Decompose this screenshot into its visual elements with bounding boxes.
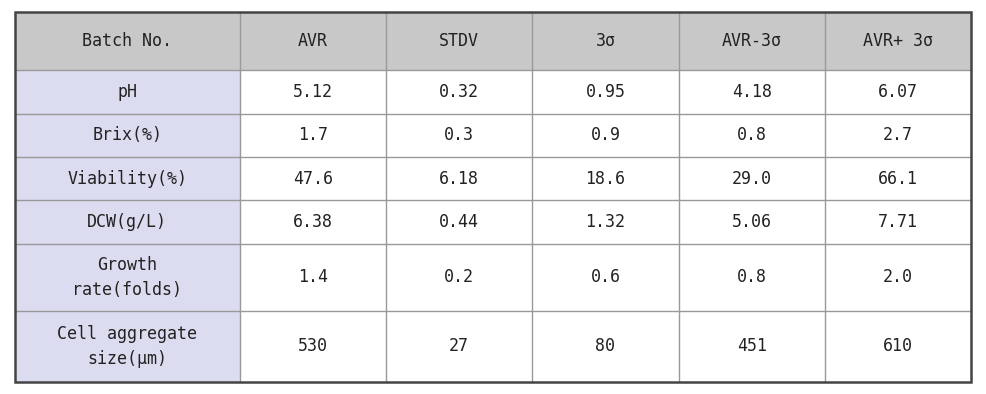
Bar	[532, 243, 678, 311]
Bar	[678, 12, 825, 70]
Text: 451: 451	[737, 337, 767, 355]
Text: 1.7: 1.7	[298, 126, 327, 144]
Text: 0.32: 0.32	[439, 83, 479, 101]
Text: 530: 530	[298, 337, 327, 355]
Text: 4.18: 4.18	[732, 83, 772, 101]
Bar	[532, 70, 678, 113]
Text: 5.12: 5.12	[293, 83, 332, 101]
Bar	[678, 200, 825, 243]
Bar	[825, 157, 971, 200]
Text: 7.71: 7.71	[879, 213, 918, 231]
Text: Cell aggregate
size(μm): Cell aggregate size(μm)	[57, 325, 197, 368]
Bar	[386, 200, 532, 243]
Bar	[532, 157, 678, 200]
Text: 0.9: 0.9	[591, 126, 620, 144]
Text: 80: 80	[596, 337, 615, 355]
Text: 1.32: 1.32	[586, 213, 625, 231]
Bar	[386, 70, 532, 113]
Text: 0.8: 0.8	[737, 126, 767, 144]
Text: Brix(%): Brix(%)	[92, 126, 162, 144]
Bar	[240, 113, 386, 157]
Text: 1.4: 1.4	[298, 268, 327, 286]
Bar	[825, 311, 971, 382]
Text: 18.6: 18.6	[586, 169, 625, 188]
Text: STDV: STDV	[439, 32, 479, 50]
Text: 0.44: 0.44	[439, 213, 479, 231]
Bar	[240, 200, 386, 243]
Text: 47.6: 47.6	[293, 169, 332, 188]
Text: pH: pH	[117, 83, 137, 101]
Text: 66.1: 66.1	[879, 169, 918, 188]
Text: 6.18: 6.18	[439, 169, 479, 188]
Text: 3σ: 3σ	[596, 32, 615, 50]
Bar	[678, 113, 825, 157]
Bar	[532, 311, 678, 382]
Bar	[825, 243, 971, 311]
Bar	[532, 113, 678, 157]
Bar	[15, 243, 240, 311]
Bar	[240, 157, 386, 200]
Bar	[386, 311, 532, 382]
Bar	[15, 113, 240, 157]
Bar	[825, 70, 971, 113]
Bar	[15, 311, 240, 382]
Text: DCW(g/L): DCW(g/L)	[87, 213, 168, 231]
Text: AVR: AVR	[298, 32, 327, 50]
Text: 2.7: 2.7	[883, 126, 913, 144]
Text: Growth
rate(folds): Growth rate(folds)	[72, 256, 182, 299]
Bar	[825, 12, 971, 70]
Text: 6.38: 6.38	[293, 213, 332, 231]
Bar	[386, 243, 532, 311]
Text: Batch No.: Batch No.	[82, 32, 173, 50]
Bar	[240, 243, 386, 311]
Bar	[240, 70, 386, 113]
Text: 29.0: 29.0	[732, 169, 772, 188]
Bar	[532, 200, 678, 243]
Text: Viability(%): Viability(%)	[67, 169, 187, 188]
Bar	[678, 243, 825, 311]
Bar	[240, 12, 386, 70]
Bar	[678, 70, 825, 113]
Text: 27: 27	[449, 337, 469, 355]
Bar	[15, 157, 240, 200]
Text: 0.3: 0.3	[444, 126, 474, 144]
Text: 0.8: 0.8	[737, 268, 767, 286]
Bar	[825, 113, 971, 157]
Text: 0.2: 0.2	[444, 268, 474, 286]
Bar	[15, 200, 240, 243]
Text: 5.06: 5.06	[732, 213, 772, 231]
Bar	[15, 70, 240, 113]
Text: AVR-3σ: AVR-3σ	[722, 32, 782, 50]
Text: 6.07: 6.07	[879, 83, 918, 101]
Bar	[386, 12, 532, 70]
Bar	[532, 12, 678, 70]
Bar	[678, 311, 825, 382]
Text: 2.0: 2.0	[883, 268, 913, 286]
Text: 0.6: 0.6	[591, 268, 620, 286]
Bar	[678, 157, 825, 200]
Bar	[240, 311, 386, 382]
Bar	[825, 200, 971, 243]
Bar	[386, 113, 532, 157]
Text: 610: 610	[883, 337, 913, 355]
Text: AVR+ 3σ: AVR+ 3σ	[863, 32, 933, 50]
Bar	[386, 157, 532, 200]
Text: 0.95: 0.95	[586, 83, 625, 101]
Bar	[15, 12, 240, 70]
